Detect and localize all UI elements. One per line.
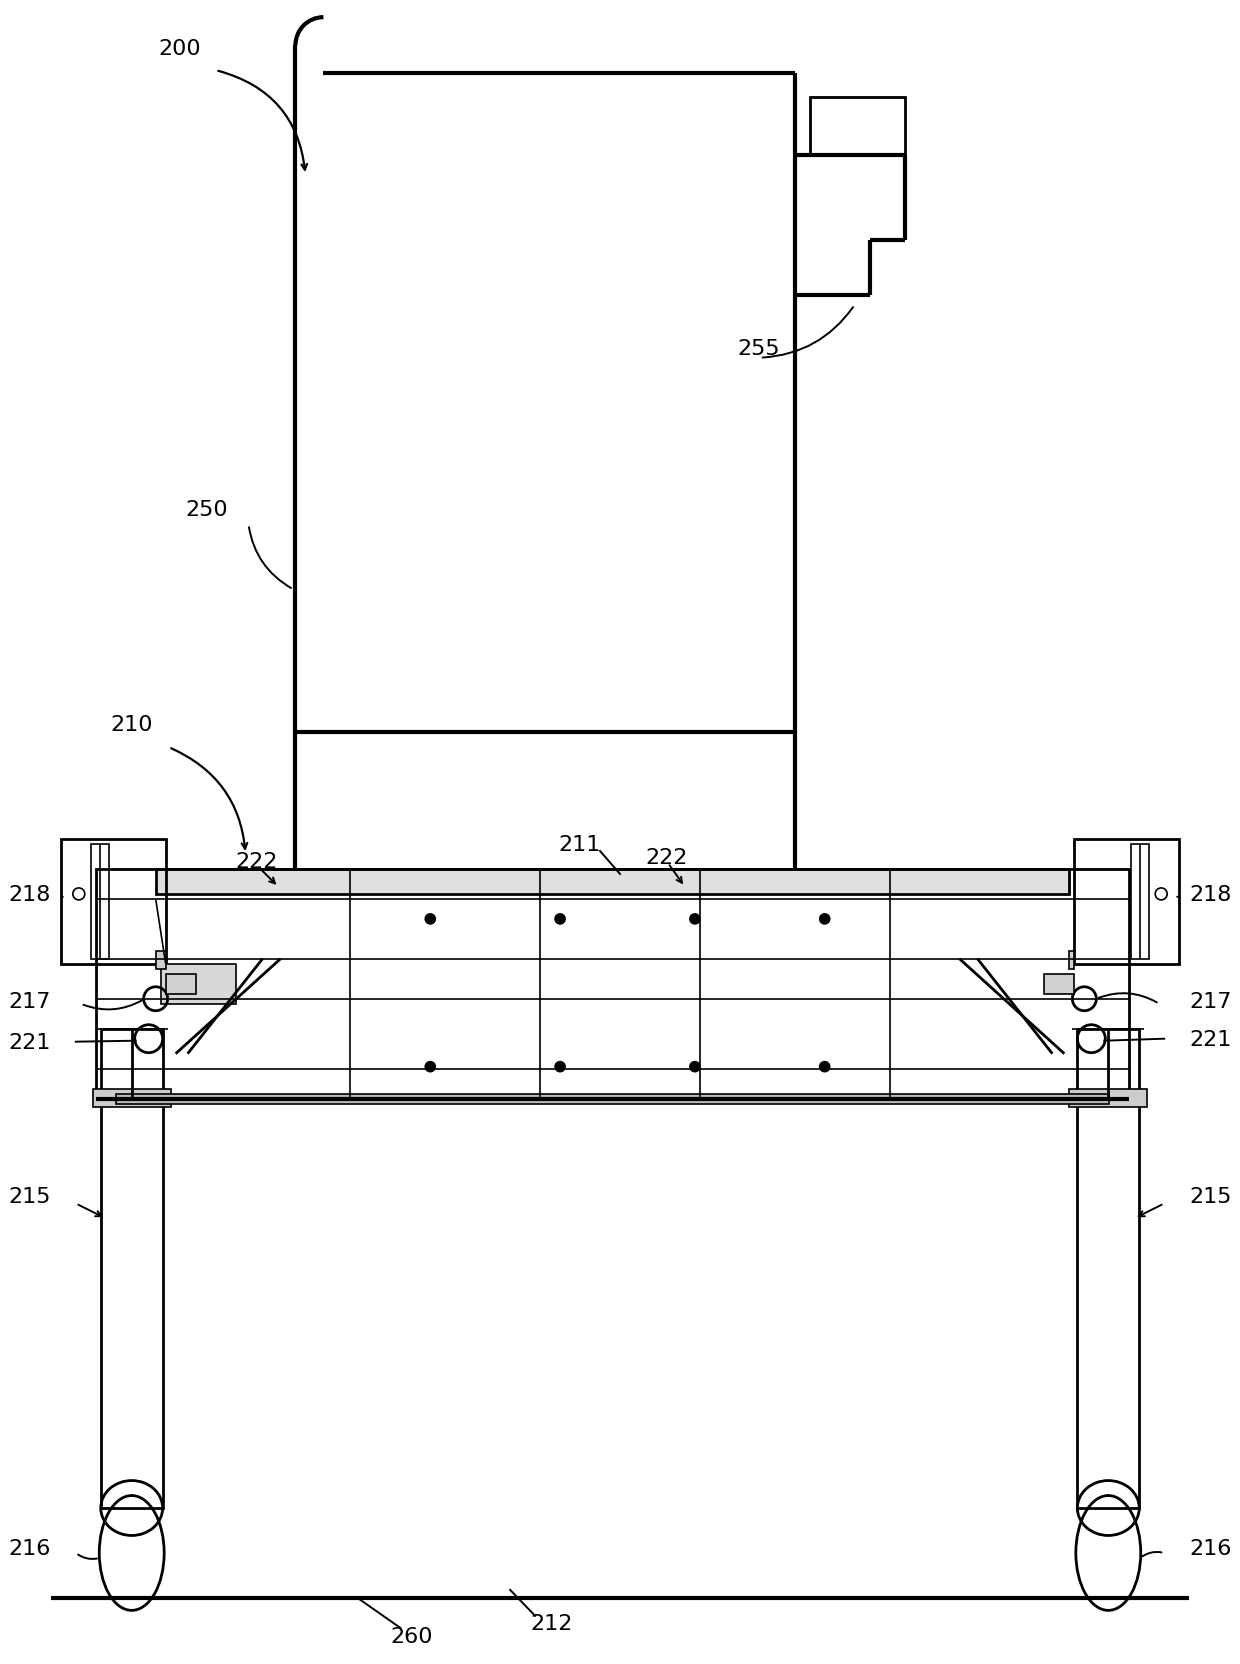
Circle shape [820, 1062, 830, 1072]
Bar [115, 1093, 1110, 1103]
Bar [93, 1088, 171, 1107]
Text: 212: 212 [531, 1612, 573, 1632]
Circle shape [556, 914, 565, 924]
Text: 216: 216 [9, 1538, 51, 1558]
Circle shape [556, 1062, 565, 1072]
Text: 211: 211 [558, 834, 600, 855]
Text: 222: 222 [645, 847, 687, 867]
Text: 221: 221 [9, 1032, 51, 1052]
Bar [1131, 844, 1149, 958]
Circle shape [689, 1062, 699, 1072]
Text: 217: 217 [1189, 992, 1231, 1012]
Bar [95, 869, 1130, 1098]
Text: 255: 255 [738, 338, 780, 358]
Text: 215: 215 [9, 1186, 51, 1206]
Bar [161, 963, 236, 1003]
Bar [1044, 973, 1074, 993]
Circle shape [425, 1062, 435, 1072]
Text: 250: 250 [186, 501, 228, 521]
Bar [166, 973, 196, 993]
Bar [156, 952, 166, 968]
Bar [100, 1028, 162, 1508]
Text: 221: 221 [1189, 1028, 1231, 1048]
Bar [61, 839, 166, 963]
Text: 215: 215 [1189, 1186, 1231, 1206]
Text: 217: 217 [9, 992, 51, 1012]
Text: 210: 210 [110, 716, 154, 735]
Bar [91, 844, 109, 958]
Circle shape [689, 914, 699, 924]
Bar [1069, 952, 1074, 968]
Bar [1074, 839, 1179, 963]
Bar [1078, 1028, 1140, 1508]
Bar [1069, 1088, 1147, 1107]
Circle shape [425, 914, 435, 924]
Bar [156, 869, 1069, 894]
Text: 216: 216 [1189, 1538, 1231, 1558]
Text: 218: 218 [9, 884, 51, 904]
Bar [810, 98, 905, 156]
Text: 222: 222 [236, 852, 278, 872]
Text: 218: 218 [1189, 884, 1231, 904]
Circle shape [820, 914, 830, 924]
Text: 260: 260 [391, 1626, 433, 1646]
Text: 200: 200 [159, 40, 201, 60]
